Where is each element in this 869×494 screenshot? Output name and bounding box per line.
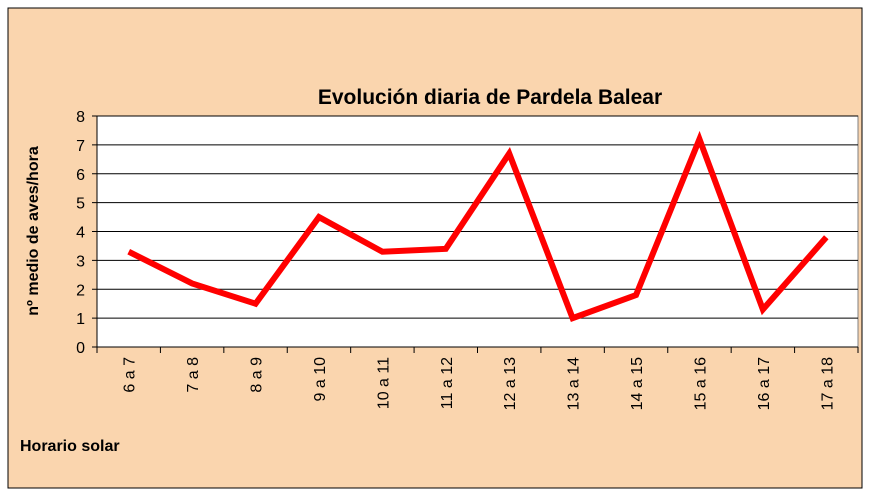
x-tick-label: 9 a 10 bbox=[312, 357, 329, 402]
x-tick-label: 10 a 11 bbox=[375, 357, 392, 409]
x-axis-label: Horario solar bbox=[20, 438, 120, 455]
x-tick-label: 13 a 14 bbox=[566, 357, 583, 410]
y-tick-label: 3 bbox=[76, 253, 85, 270]
x-tick-label: 14 a 15 bbox=[629, 357, 646, 410]
y-tick-label: 0 bbox=[76, 340, 85, 357]
y-tick-label: 8 bbox=[76, 109, 85, 126]
data-line bbox=[127, 130, 829, 322]
y-tick-label: 1 bbox=[76, 311, 85, 328]
x-tick-label: 11 a 12 bbox=[439, 357, 456, 409]
x-tick-label: 12 a 13 bbox=[502, 357, 519, 410]
x-tick-label: 6 a 7 bbox=[122, 357, 139, 393]
x-tick-label: 8 a 9 bbox=[249, 357, 266, 393]
x-tick-label: 7 a 8 bbox=[185, 357, 202, 393]
y-tick-label: 6 bbox=[76, 167, 85, 184]
y-axis-label: nº medio de aves/hora bbox=[25, 146, 42, 316]
y-tick-label: 2 bbox=[76, 282, 85, 299]
y-tick-label: 4 bbox=[76, 225, 85, 242]
chart-title: Evolución diaria de Pardela Balear bbox=[318, 86, 662, 109]
x-tick-label: 15 a 16 bbox=[692, 357, 709, 410]
y-tick-label: 5 bbox=[76, 196, 85, 213]
x-tick-label: 17 a 18 bbox=[819, 357, 836, 410]
y-tick-label: 7 bbox=[76, 138, 85, 155]
x-tick-label: 16 a 17 bbox=[756, 357, 773, 410]
